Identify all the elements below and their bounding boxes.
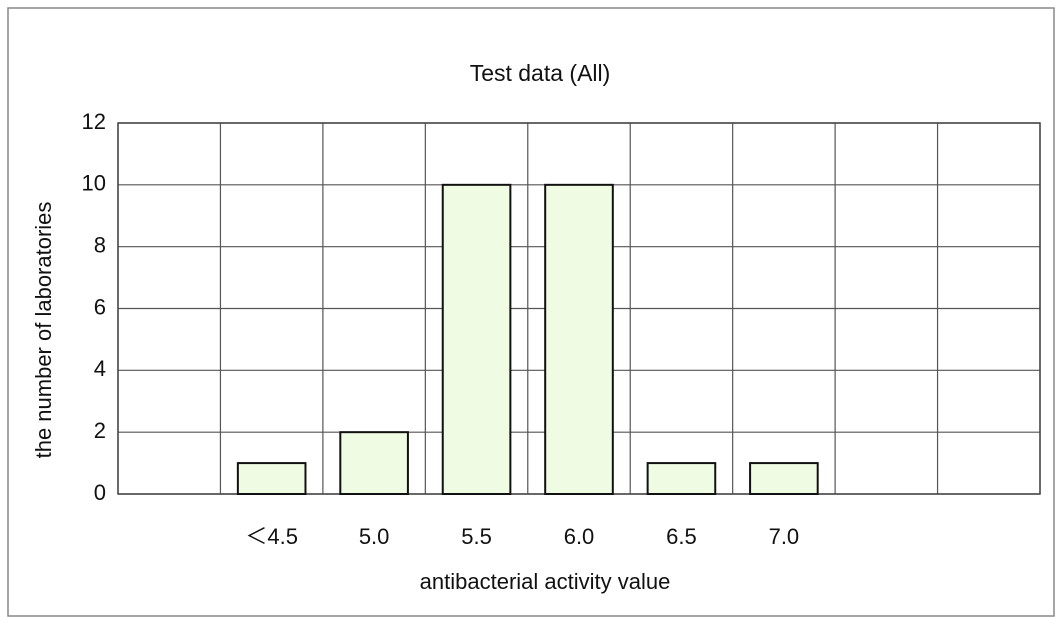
bar — [236, 462, 307, 496]
bar — [749, 462, 819, 496]
chart-title: Test data (All) — [470, 60, 611, 86]
y-tick-label: 2 — [94, 418, 106, 443]
bar — [441, 183, 512, 495]
x-tick-label: 5.5 — [461, 524, 492, 549]
x-tick-label: ＜4.5 — [245, 524, 298, 549]
bar — [339, 431, 409, 495]
y-tick-label: 6 — [94, 294, 106, 319]
y-tick-label: 10 — [82, 171, 106, 196]
y-tick-label: 8 — [94, 232, 106, 257]
x-axis-label: antibacterial activity value — [420, 569, 671, 594]
x-tick-label: 6.5 — [666, 524, 697, 549]
y-tick-label: 12 — [82, 109, 106, 134]
x-tick-label: 7.0 — [769, 524, 800, 549]
x-tick-label: 5.0 — [359, 524, 390, 549]
x-tick-label: 6.0 — [564, 524, 595, 549]
bar — [544, 183, 614, 495]
y-tick-label: 0 — [94, 480, 106, 505]
y-axis-label: the number of laboratories — [31, 202, 56, 459]
frame — [7, 7, 1055, 617]
y-tick-label: 4 — [94, 356, 106, 381]
bar — [646, 462, 717, 496]
